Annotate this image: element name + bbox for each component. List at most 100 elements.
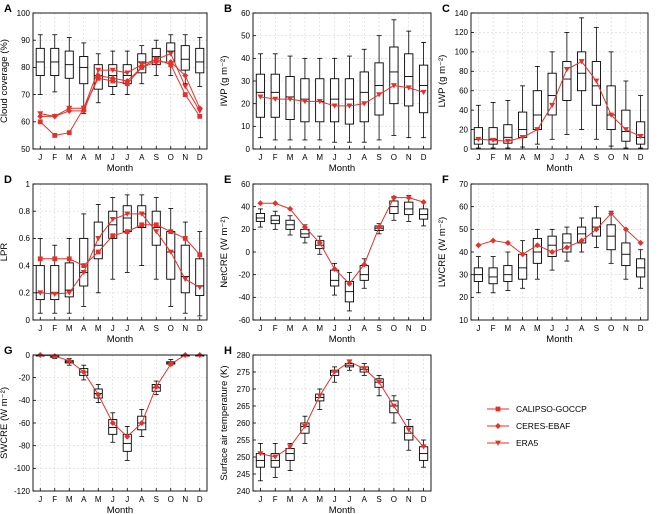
- xtick-label: J: [565, 153, 569, 162]
- box-iqr: [404, 53, 414, 107]
- legend: CALIPSO-GOCCP CERES-EBAF ERA5: [487, 404, 587, 448]
- box-iqr: [404, 201, 414, 216]
- xtick-label: S: [376, 495, 381, 504]
- box-a-7: [137, 194, 147, 267]
- xtick-label: O: [168, 495, 174, 504]
- ytick-label: 0.8: [19, 207, 31, 216]
- series-point: [272, 454, 279, 460]
- box-a-3: [518, 240, 528, 289]
- series-point: [196, 108, 203, 114]
- box-iqr: [577, 51, 587, 92]
- box-j-6: [562, 32, 572, 135]
- ytick-label: 20: [459, 125, 468, 134]
- ytick-label: -40: [238, 293, 250, 302]
- box-m-2: [64, 37, 74, 109]
- box-iqr: [621, 109, 631, 142]
- series-point: [301, 99, 308, 105]
- series-point: [608, 112, 615, 118]
- series-point: [287, 96, 294, 102]
- xtick-label: A: [302, 495, 308, 504]
- series-line: [40, 213, 200, 295]
- xtick-label: A: [579, 324, 585, 333]
- ytick-label: -80: [18, 441, 30, 450]
- xtick-label: J: [550, 324, 554, 333]
- series-point: [390, 83, 397, 89]
- x-axis-label: Month: [107, 505, 133, 514]
- ytick-label: 50: [459, 225, 468, 234]
- series-point: [124, 78, 131, 84]
- xtick-label: J: [347, 495, 351, 504]
- box-j-6: [122, 425, 132, 461]
- xtick-label: M: [316, 324, 323, 333]
- series-point: [52, 256, 58, 262]
- box-iqr: [166, 231, 176, 280]
- xtick-label: F: [52, 153, 57, 162]
- xtick-label: M: [287, 153, 294, 162]
- box-iqr: [488, 127, 498, 145]
- xtick-label: A: [139, 495, 145, 504]
- ytick-label: 140: [455, 9, 469, 18]
- series-point: [578, 59, 585, 65]
- series-line: [40, 354, 200, 438]
- xtick-label: M: [95, 495, 102, 504]
- series-point: [182, 236, 188, 241]
- ytick-label: 0.6: [19, 234, 31, 243]
- ytick-label: 240: [237, 487, 251, 496]
- box-iqr: [532, 90, 542, 131]
- series-point: [37, 290, 44, 296]
- series-point: [361, 261, 368, 268]
- box-iqr: [547, 72, 557, 116]
- xtick-label: J: [476, 324, 480, 333]
- box-f-1: [50, 244, 60, 314]
- box-n-10: [621, 80, 631, 149]
- series-point: [346, 103, 353, 109]
- series-point: [637, 239, 644, 246]
- xtick-label: A: [139, 324, 145, 333]
- xtick-label: N: [406, 324, 412, 333]
- series-era5: [475, 59, 644, 145]
- series-line: [260, 361, 424, 458]
- xtick-label: A: [81, 324, 87, 333]
- box-d-11: [636, 249, 646, 289]
- series-point: [109, 67, 116, 73]
- xtick-label: D: [421, 495, 427, 504]
- box-m-2: [503, 100, 513, 149]
- xtick-label: A: [520, 153, 526, 162]
- series-point: [405, 194, 412, 201]
- ytick-label: 280: [237, 351, 251, 360]
- ytick-label: -120: [14, 487, 31, 496]
- box-j-5: [329, 57, 340, 143]
- series-point: [534, 127, 541, 133]
- ytick-label: 250: [237, 453, 251, 462]
- series-point: [167, 58, 174, 65]
- series-point: [37, 256, 43, 262]
- ytick-label: 255: [237, 436, 251, 445]
- ytick-label: 70: [459, 180, 468, 189]
- xtick-label: S: [594, 324, 599, 333]
- box-iqr: [473, 127, 483, 145]
- series-point: [331, 266, 338, 272]
- y-axis-label: Surface air temperature (K): [219, 365, 230, 480]
- ytick-label: 40: [459, 106, 468, 115]
- box-iqr: [151, 210, 161, 246]
- series-point: [301, 224, 308, 231]
- xtick-label: N: [406, 495, 412, 504]
- series-point: [376, 224, 383, 231]
- xtick-label: M: [66, 324, 73, 333]
- box-f-1: [270, 53, 280, 141]
- box-j-6: [344, 271, 355, 312]
- box-j-0: [255, 442, 266, 482]
- series-point: [139, 222, 145, 228]
- xtick-label: F: [52, 495, 57, 504]
- series-point: [376, 92, 383, 98]
- legend-item: CERES-EBAF: [487, 421, 570, 431]
- box-n-10: [180, 221, 190, 314]
- series-point: [390, 403, 397, 409]
- xtick-label: J: [125, 324, 129, 333]
- series-point: [182, 276, 189, 282]
- box-j-6: [344, 55, 355, 143]
- series-line: [40, 53, 201, 117]
- series-point: [490, 137, 497, 144]
